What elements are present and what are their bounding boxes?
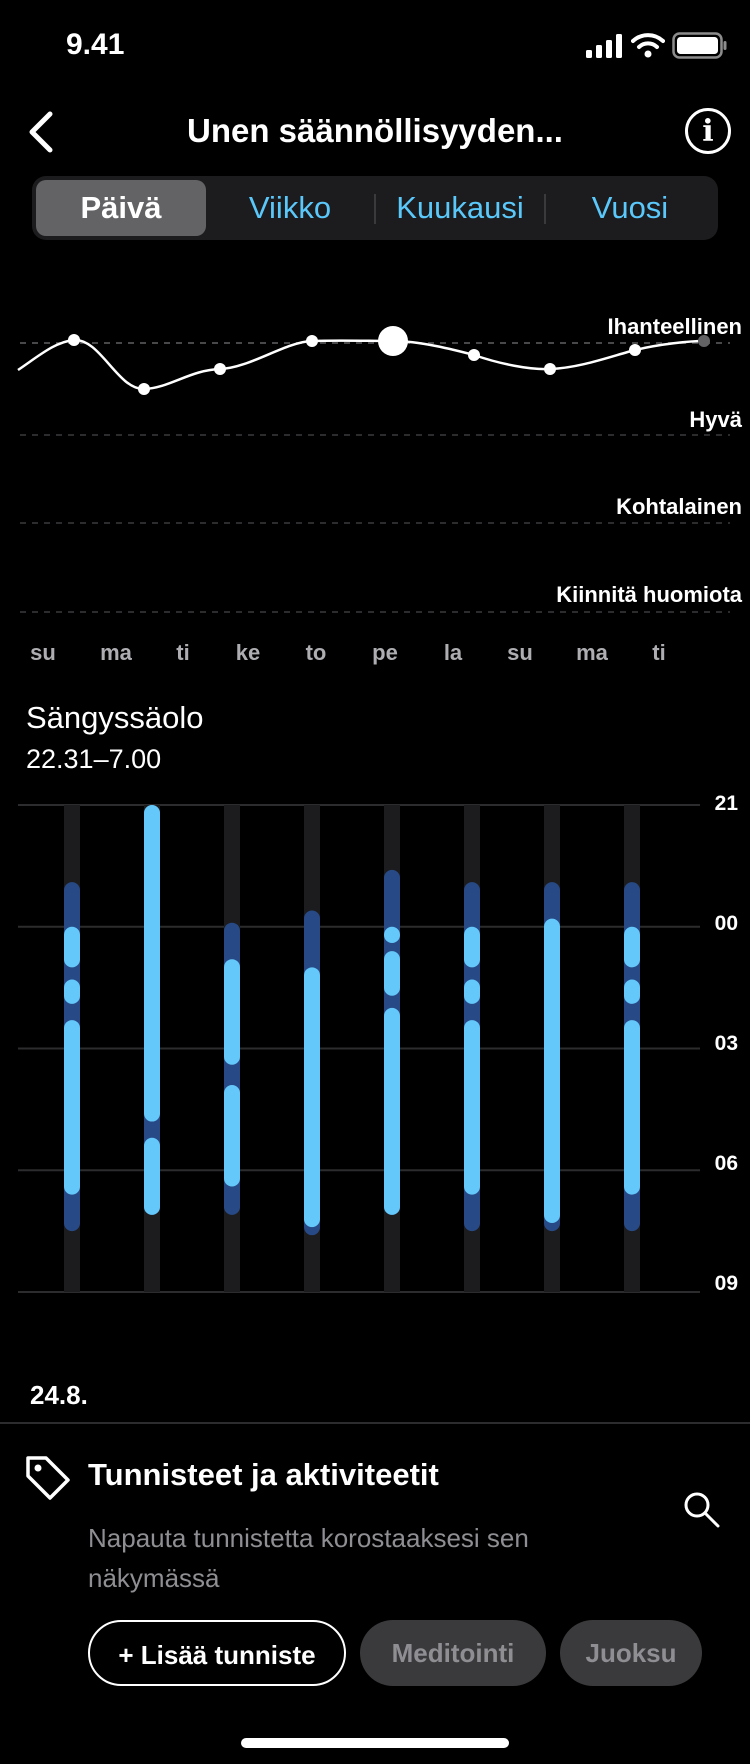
asleep-segment	[384, 951, 400, 996]
asleep-segment	[64, 926, 80, 968]
asleep-segment	[624, 1020, 640, 1195]
info-icon[interactable]: i	[685, 108, 731, 154]
tags-panel-description: Napauta tunnistetta korostaaksesi sen nä…	[88, 1523, 529, 1593]
asleep-segment	[384, 926, 400, 943]
tag-chip-running[interactable]: Juoksu	[560, 1620, 702, 1686]
asleep-segment	[64, 979, 80, 1004]
period-segmented-control: Päivä Viikko Kuukausi Vuosi	[32, 176, 718, 240]
asleep-segment	[384, 1007, 400, 1215]
selected-date: 24.8.	[30, 1380, 88, 1410]
line-point[interactable]	[306, 335, 318, 347]
time-range: 22.31–7.00	[26, 744, 162, 774]
day-label: to	[305, 640, 327, 665]
line-point[interactable]	[68, 334, 80, 346]
day-label: ke	[235, 640, 261, 665]
line-point[interactable]	[698, 335, 710, 347]
day-label: ti	[176, 640, 190, 665]
day-label: ti	[652, 640, 666, 665]
regularity-line	[17, 338, 705, 391]
segment-divider	[544, 194, 546, 224]
asleep-segment	[464, 926, 480, 968]
asleep-segment	[144, 805, 160, 1122]
wifi-icon	[631, 33, 665, 58]
add-tag-button[interactable]: + Lisää tunniste	[88, 1620, 346, 1686]
asleep-segment	[144, 1137, 160, 1215]
day-label: ma	[100, 640, 132, 665]
signal-icon	[586, 34, 622, 58]
home-indicator	[241, 1738, 509, 1748]
line-point[interactable]	[544, 363, 556, 375]
section-title: Sängyssäolo	[26, 700, 204, 735]
line-point[interactable]	[629, 344, 641, 356]
level-moderate-label: Kohtalainen	[616, 494, 742, 519]
day-label: pe	[372, 640, 398, 665]
segment-divider	[374, 194, 376, 224]
hour-label: 03	[714, 1032, 738, 1055]
asleep-segment	[464, 979, 480, 1004]
hour-label: 09	[714, 1272, 738, 1295]
tab-day[interactable]: Päivä	[36, 180, 206, 236]
asleep-segment	[64, 1020, 80, 1195]
hour-label: 00	[714, 912, 738, 935]
asleep-segment	[544, 918, 560, 1224]
asleep-segment	[624, 979, 640, 1004]
status-time: 9.41	[66, 28, 125, 61]
tag-icon	[26, 1456, 70, 1500]
asleep-segment	[224, 959, 240, 1065]
time-in-bed-chart	[18, 804, 700, 1293]
line-point[interactable]	[468, 349, 480, 361]
line-point[interactable]	[138, 383, 150, 395]
tag-chip-meditation[interactable]: Meditointi	[360, 1620, 546, 1686]
day-label: su	[507, 640, 533, 665]
day-label: ma	[576, 640, 608, 665]
hour-label: 21	[714, 792, 738, 815]
tags-panel-title: Tunnisteet ja aktiviteetit	[88, 1457, 439, 1492]
day-label: su	[30, 640, 56, 665]
day-label: la	[443, 640, 463, 665]
regularity-line-chart	[17, 326, 730, 613]
level-attention-label: Kiinnitä huomiota	[556, 582, 742, 607]
asleep-segment	[224, 1085, 240, 1187]
search-icon[interactable]	[682, 1490, 722, 1530]
selected-point[interactable]	[378, 326, 408, 356]
back-chevron-icon[interactable]	[22, 108, 62, 156]
asleep-segment	[624, 926, 640, 968]
level-ideal-label: Ihanteellinen	[607, 314, 742, 339]
tab-month[interactable]: Kuukausi	[396, 190, 524, 225]
tab-week[interactable]: Viikko	[248, 190, 332, 225]
asleep-segment	[464, 1020, 480, 1195]
asleep-segment	[304, 967, 320, 1228]
divider	[0, 1422, 750, 1424]
page-title: Unen säännöllisyyden...	[187, 112, 563, 149]
battery-icon	[672, 32, 727, 59]
hour-label: 06	[714, 1152, 738, 1175]
tab-year[interactable]: Vuosi	[591, 190, 669, 225]
line-point[interactable]	[214, 363, 226, 375]
level-good-label: Hyvä	[689, 407, 742, 432]
